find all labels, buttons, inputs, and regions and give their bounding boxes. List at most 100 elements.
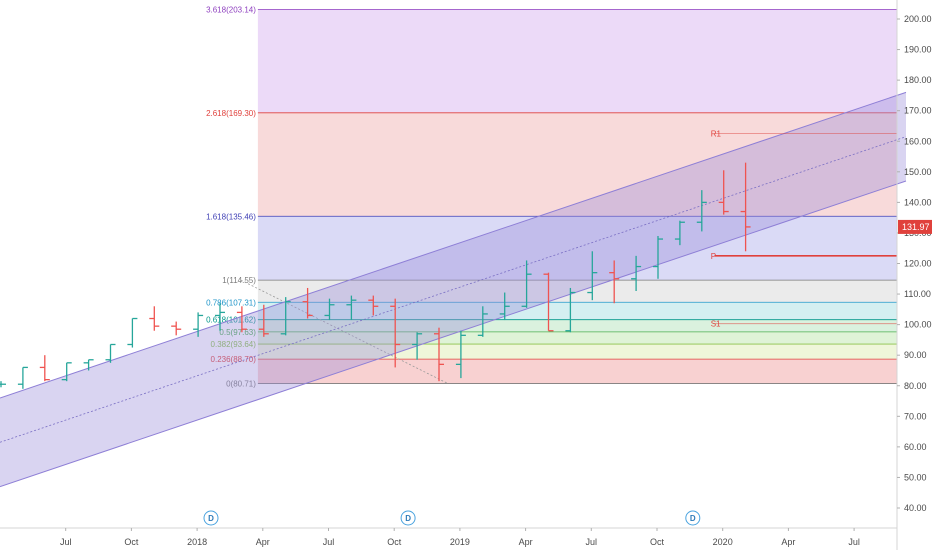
price-axis[interactable]: 40.00 50.00 60.00 70.00 80.00 90.00 100.00 110.…	[896, 0, 932, 550]
price-tick-label: 90.00	[904, 350, 927, 360]
time-tick-label: Jul	[586, 537, 598, 547]
ohlc-bar	[17, 366, 28, 389]
price-tick-label: 80.00	[904, 381, 927, 391]
price-tick-label: 40.00	[904, 503, 927, 513]
dividend-marker: D	[400, 510, 416, 526]
ohlc-bar	[83, 359, 94, 371]
price-tick-label: 70.00	[904, 411, 927, 421]
fib-level-label: 0.382(93.64)	[211, 340, 257, 349]
ohlc-bar	[346, 295, 357, 321]
ohlc-bar	[61, 362, 72, 382]
ohlc-bar	[499, 292, 510, 321]
ohlc-bar	[740, 162, 751, 252]
fib-band	[257, 9, 897, 113]
fib-band	[257, 216, 897, 281]
ohlc-series	[0, 162, 751, 389]
price-tick-label: 160.00	[904, 136, 932, 146]
price-tick-label: 150.00	[904, 167, 932, 177]
dividend-circle	[685, 510, 701, 526]
ohlc-bar	[193, 312, 204, 337]
fib-band	[257, 319, 897, 332]
ohlc-bar	[696, 190, 707, 232]
fib-band	[257, 302, 897, 320]
dividend-circle	[203, 510, 219, 526]
ohlc-bar	[280, 297, 291, 336]
time-tick-label: Jul	[60, 537, 72, 547]
price-tick-label: 170.00	[904, 106, 932, 116]
ohlc-bar	[631, 255, 642, 292]
ohlc-bar	[0, 381, 6, 388]
time-tick-label: Apr	[781, 537, 795, 547]
ohlc-bar	[543, 272, 554, 332]
ohlc-bar	[718, 170, 729, 215]
ohlc-bar	[324, 298, 335, 321]
dividend-marker: D	[685, 510, 701, 526]
time-tick-label: 2018	[187, 537, 207, 547]
time-tick-label: Jul	[848, 537, 860, 547]
price-tick-label: 100.00	[904, 320, 932, 330]
pivot-label-r1: R1	[711, 130, 722, 139]
time-tick-label: Apr	[256, 537, 270, 547]
fib-band	[257, 280, 897, 303]
price-tick-label: 200.00	[904, 14, 932, 24]
channel-lower-line	[0, 180, 907, 488]
ohlc-bar	[302, 287, 313, 319]
ohlc-bar	[127, 317, 138, 348]
fib-level-label: 1.618(135.46)	[206, 212, 256, 221]
channel-fill	[0, 92, 906, 487]
price-tick-label: 110.00	[904, 289, 931, 299]
time-tick-label: Oct	[387, 537, 402, 547]
time-tick-label: Apr	[519, 537, 533, 547]
trend-channel	[0, 91, 907, 488]
last-price-tag-bg	[898, 219, 932, 234]
channel-upper-line	[0, 91, 907, 399]
fib-level-label: 0.5(97.63)	[219, 328, 256, 337]
fib-level-label: 3.618(203.14)	[206, 5, 256, 14]
time-tick-label: Oct	[650, 537, 665, 547]
last-price-tag: 131.97	[898, 219, 932, 234]
ohlc-bar	[105, 343, 116, 363]
ohlc-bar	[39, 355, 50, 382]
dividend-marker: D	[203, 510, 219, 526]
fib-level-label: 1(114.55)	[222, 276, 256, 285]
pivot-label-s1: S1	[711, 320, 721, 329]
time-tick-label: Oct	[124, 537, 139, 547]
fib-level-label: 0.236(88.70)	[211, 355, 257, 364]
ohlc-bar	[390, 298, 401, 368]
ohlc-bar	[258, 304, 269, 337]
ohlc-bar	[412, 332, 423, 360]
ohlc-bar	[236, 306, 247, 333]
ohlc-bar	[653, 235, 663, 279]
ohlc-bar	[565, 287, 576, 333]
ohlc-bar	[477, 306, 488, 337]
price-tick-label: 60.00	[904, 442, 927, 452]
time-tick-label: 2020	[713, 537, 733, 547]
ohlc-bar	[674, 220, 685, 246]
dividend-label: D	[690, 514, 696, 523]
fib-level-label: 2.618(169.30)	[206, 109, 256, 118]
last-price-tag-label: 131.97	[902, 222, 930, 232]
ohlc-bar	[521, 260, 532, 308]
ohlc-bar	[434, 327, 444, 382]
ohlc-bar	[455, 330, 466, 379]
dividend-circle	[400, 510, 416, 526]
fib-level-label: 0(80.71)	[226, 380, 256, 389]
ohlc-bar	[609, 260, 620, 304]
fib-trend-line	[240, 279, 449, 384]
channel-middle-line	[0, 136, 907, 443]
ohlc-bar	[171, 321, 182, 336]
ohlc-bar	[149, 306, 160, 331]
ohlc-bar	[215, 303, 225, 331]
ohlc-bar	[587, 251, 598, 301]
price-tick-label: 180.00	[904, 75, 932, 85]
time-tick-label: 2019	[450, 537, 470, 547]
time-axis[interactable]: Jul Oct 2018 Apr Jul Oct 2019 Apr Jul Oct 2020 Apr J…	[0, 527, 897, 547]
dividend-label: D	[405, 514, 411, 523]
pivot-points: R1 P S1	[711, 130, 897, 329]
fib-level-label: 0.786(107.31)	[206, 298, 256, 307]
price-tick-label: 120.00	[904, 259, 932, 269]
time-tick-label: Jul	[323, 537, 335, 547]
price-tick-label: 190.00	[904, 45, 932, 55]
